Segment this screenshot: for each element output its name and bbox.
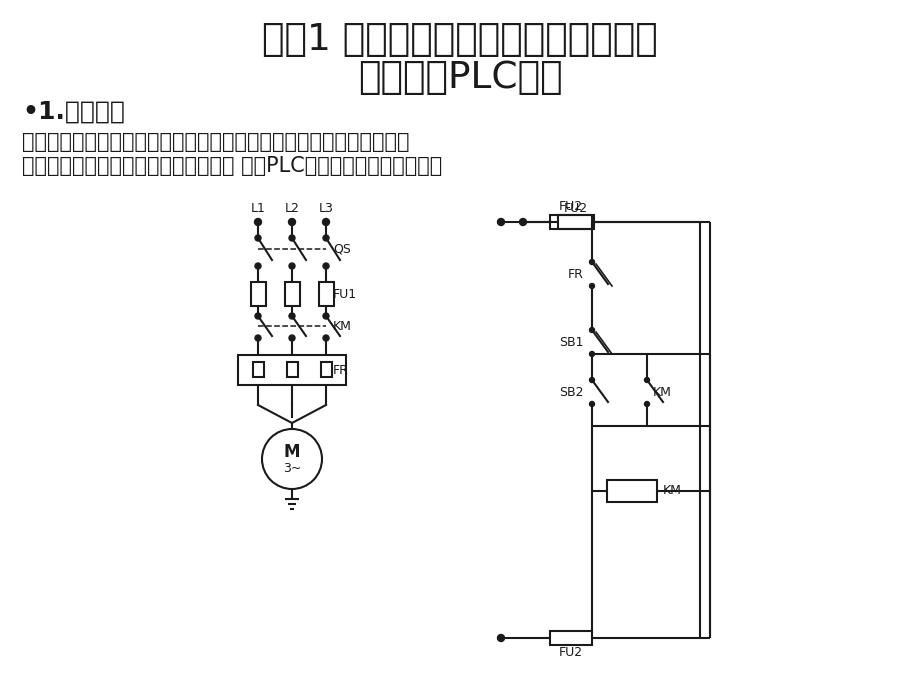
Text: KM: KM: [663, 484, 681, 497]
Circle shape: [289, 219, 295, 226]
Text: L1: L1: [250, 201, 266, 215]
Circle shape: [644, 402, 649, 406]
Bar: [607, 480, 656, 502]
Bar: [550, 215, 591, 229]
Text: 3~: 3~: [282, 462, 301, 475]
Text: SB2: SB2: [559, 386, 584, 399]
Circle shape: [589, 259, 594, 264]
Bar: [285, 282, 300, 306]
Text: 任务1 单向起动、停止的电动机电气控: 任务1 单向起动、停止的电动机电气控: [262, 22, 657, 58]
Bar: [238, 355, 346, 385]
Circle shape: [289, 313, 295, 319]
Text: FU2: FU2: [563, 201, 587, 215]
Text: •1.工作任务: •1.工作任务: [22, 100, 125, 124]
Bar: [319, 282, 334, 306]
Text: FU1: FU1: [333, 288, 357, 301]
Circle shape: [589, 351, 594, 357]
Circle shape: [323, 335, 329, 341]
Text: M: M: [283, 443, 300, 461]
Text: L3: L3: [318, 201, 333, 215]
Circle shape: [589, 328, 594, 333]
Text: KM: KM: [333, 319, 351, 333]
Text: FU2: FU2: [559, 647, 583, 660]
Circle shape: [255, 263, 261, 269]
Bar: [558, 215, 594, 229]
Bar: [287, 362, 298, 377]
Circle shape: [323, 219, 329, 226]
Circle shape: [323, 313, 329, 319]
Text: 制线路的PLC改造: 制线路的PLC改造: [357, 60, 562, 96]
Text: 示。请分析该控制线路图的控制功能， 并用PLC对其控制电路进行改造。: 示。请分析该控制线路图的控制功能， 并用PLC对其控制电路进行改造。: [22, 156, 442, 176]
Circle shape: [255, 235, 261, 241]
Circle shape: [323, 235, 329, 241]
Circle shape: [497, 635, 504, 642]
Bar: [550, 631, 591, 645]
Text: KM: KM: [652, 386, 671, 399]
Text: 采用继电接触控制系统实现电动机单向起动、停止电气控制。如下图所: 采用继电接触控制系统实现电动机单向起动、停止电气控制。如下图所: [22, 132, 409, 152]
Circle shape: [497, 219, 504, 226]
Circle shape: [519, 219, 526, 226]
Bar: [251, 282, 266, 306]
Circle shape: [255, 335, 261, 341]
Text: L2: L2: [284, 201, 299, 215]
Text: QS: QS: [333, 242, 350, 255]
Circle shape: [589, 377, 594, 382]
Circle shape: [589, 284, 594, 288]
Text: FR: FR: [568, 268, 584, 281]
Circle shape: [289, 235, 295, 241]
Circle shape: [255, 219, 261, 226]
Circle shape: [589, 402, 594, 406]
Circle shape: [289, 335, 295, 341]
Circle shape: [255, 313, 261, 319]
Text: FR: FR: [333, 364, 348, 377]
Circle shape: [323, 263, 329, 269]
Text: FU2: FU2: [559, 201, 583, 213]
Bar: [321, 362, 332, 377]
Circle shape: [644, 377, 649, 382]
Text: SB1: SB1: [559, 335, 584, 348]
Bar: [253, 362, 264, 377]
Circle shape: [289, 263, 295, 269]
